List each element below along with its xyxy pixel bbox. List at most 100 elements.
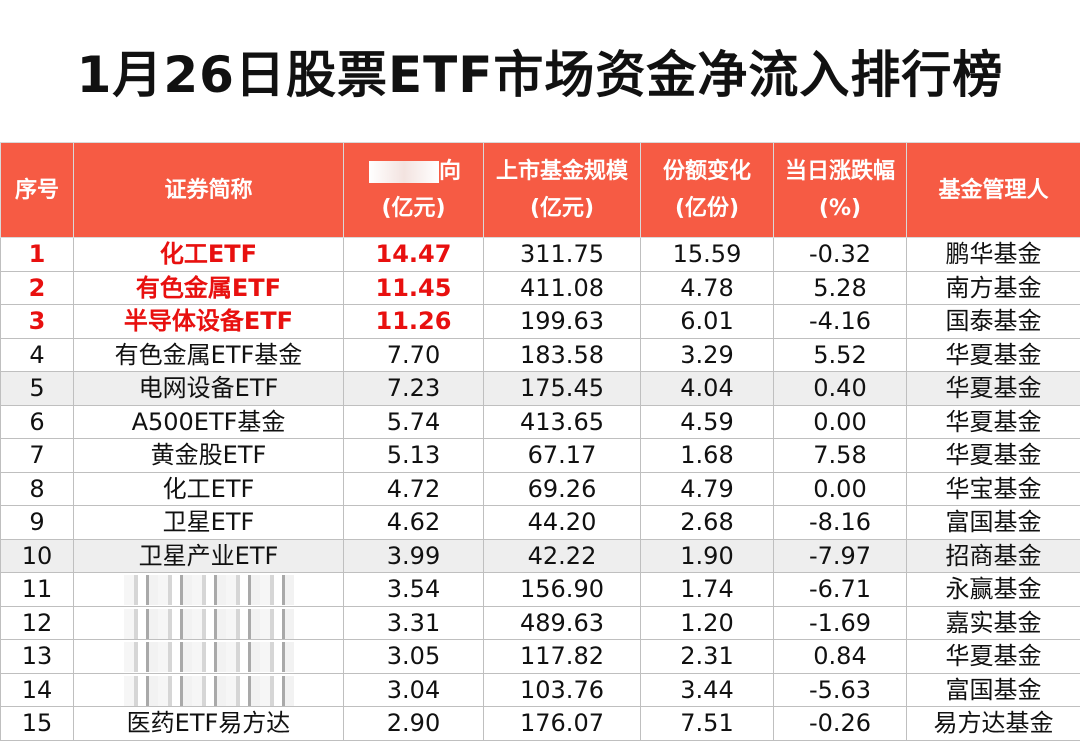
cell-change: -5.63 xyxy=(773,672,907,707)
cell-name xyxy=(73,672,344,707)
cell-change: 0.00 xyxy=(773,404,907,439)
cell-inflow: 11.45 xyxy=(343,270,484,305)
table-row: 6 A500ETF基金 5.74 413.65 4.59 0.00 华夏基金 xyxy=(0,404,1080,439)
cell-inflow: 4.72 xyxy=(343,471,484,506)
cell-share: 4.59 xyxy=(640,404,774,439)
cell-rank: 6 xyxy=(0,404,74,439)
cell-manager: 国泰基金 xyxy=(906,304,1080,339)
cell-change: -7.97 xyxy=(773,538,907,573)
cell-scale: 156.90 xyxy=(483,572,641,607)
cell-inflow: 14.47 xyxy=(343,237,484,272)
cell-scale: 69.26 xyxy=(483,471,641,506)
cell-inflow: 3.31 xyxy=(343,605,484,640)
table-row: 14 3.04 103.76 3.44 -5.63 富国基金 xyxy=(0,672,1080,707)
cell-manager: 华夏基金 xyxy=(906,337,1080,372)
cell-scale: 489.63 xyxy=(483,605,641,640)
table-body: 1 化工ETF 14.47 311.75 15.59 -0.32 鹏华基金 2 有色金属ETF 1… xyxy=(0,237,1080,741)
cell-name: A500ETF基金 xyxy=(73,404,344,439)
cell-rank: 2 xyxy=(0,270,74,305)
cell-rank: 5 xyxy=(0,371,74,406)
table-row: 10 卫星产业ETF 3.99 42.22 1.90 -7.97 招商基金 xyxy=(0,538,1080,573)
cell-scale: 44.20 xyxy=(483,505,641,540)
cell-share: 7.51 xyxy=(640,706,774,741)
cell-rank: 9 xyxy=(0,505,74,540)
cell-inflow: 7.70 xyxy=(343,337,484,372)
cell-name xyxy=(73,572,344,607)
table-row: 9 卫星ETF 4.62 44.20 2.68 -8.16 富国基金 xyxy=(0,505,1080,540)
cell-share: 1.74 xyxy=(640,572,774,607)
cell-scale: 411.08 xyxy=(483,270,641,305)
cell-scale: 176.07 xyxy=(483,706,641,741)
cell-change: -6.71 xyxy=(773,572,907,607)
cell-inflow: 3.05 xyxy=(343,639,484,674)
cell-inflow: 2.90 xyxy=(343,706,484,741)
table-row: 4 有色金属ETF基金 7.70 183.58 3.29 5.52 华夏基金 xyxy=(0,337,1080,372)
cell-name xyxy=(73,605,344,640)
cell-name: 卫星ETF xyxy=(73,505,344,540)
cell-change: 7.58 xyxy=(773,438,907,473)
cell-rank: 10 xyxy=(0,538,74,573)
cell-name: 卫星产业ETF xyxy=(73,538,344,573)
table-row: 1 化工ETF 14.47 311.75 15.59 -0.32 鹏华基金 xyxy=(0,237,1080,272)
cell-share: 4.04 xyxy=(640,371,774,406)
cell-rank: 14 xyxy=(0,672,74,707)
cell-rank: 8 xyxy=(0,471,74,506)
cell-name: 化工ETF xyxy=(73,471,344,506)
table-row: 8 化工ETF 4.72 69.26 4.79 0.00 华宝基金 xyxy=(0,471,1080,506)
header-share-change: 份额变化 (亿份) xyxy=(640,142,774,238)
redacted-name xyxy=(123,575,294,606)
cell-share: 1.20 xyxy=(640,605,774,640)
cell-manager: 鹏华基金 xyxy=(906,237,1080,272)
cell-manager: 富国基金 xyxy=(906,672,1080,707)
cell-share: 3.29 xyxy=(640,337,774,372)
redacted-name xyxy=(123,642,294,673)
cell-manager: 嘉实基金 xyxy=(906,605,1080,640)
cell-change: -8.16 xyxy=(773,505,907,540)
cell-share: 2.68 xyxy=(640,505,774,540)
cell-inflow: 5.13 xyxy=(343,438,484,473)
cell-change: 0.40 xyxy=(773,371,907,406)
cell-inflow: 5.74 xyxy=(343,404,484,439)
table-row: 11 3.54 156.90 1.74 -6.71 永赢基金 xyxy=(0,572,1080,607)
cell-name: 有色金属ETF xyxy=(73,270,344,305)
cell-share: 6.01 xyxy=(640,304,774,339)
cell-inflow: 11.26 xyxy=(343,304,484,339)
cell-manager: 富国基金 xyxy=(906,505,1080,540)
cell-scale: 42.22 xyxy=(483,538,641,573)
cell-manager: 永赢基金 xyxy=(906,572,1080,607)
table-row: 2 有色金属ETF 11.45 411.08 4.78 5.28 南方基金 xyxy=(0,270,1080,305)
cell-manager: 华夏基金 xyxy=(906,371,1080,406)
cell-change: 0.84 xyxy=(773,639,907,674)
cell-manager: 南方基金 xyxy=(906,270,1080,305)
table-row: 12 3.31 489.63 1.20 -1.69 嘉实基金 xyxy=(0,605,1080,640)
redacted-name xyxy=(123,608,294,639)
header-manager: 基金管理人 xyxy=(906,142,1080,238)
cell-rank: 1 xyxy=(0,237,74,272)
cell-rank: 7 xyxy=(0,438,74,473)
cell-change: -0.32 xyxy=(773,237,907,272)
cell-inflow: 3.99 xyxy=(343,538,484,573)
cell-scale: 67.17 xyxy=(483,438,641,473)
header-scale: 上市基金规模 (亿元) xyxy=(483,142,641,238)
cell-name: 医药ETF易方达 xyxy=(73,706,344,741)
cell-manager: 华夏基金 xyxy=(906,438,1080,473)
cell-inflow: 4.62 xyxy=(343,505,484,540)
cell-share: 1.90 xyxy=(640,538,774,573)
cell-scale: 183.58 xyxy=(483,337,641,372)
cell-name: 化工ETF xyxy=(73,237,344,272)
cell-change: 0.00 xyxy=(773,471,907,506)
cell-share: 3.44 xyxy=(640,672,774,707)
cell-manager: 易方达基金 xyxy=(906,706,1080,741)
cell-inflow: 3.04 xyxy=(343,672,484,707)
cell-name: 电网设备ETF xyxy=(73,371,344,406)
cell-manager: 招商基金 xyxy=(906,538,1080,573)
etf-ranking-table: 序号 证券简称 向 (亿元) 上市基金规模 (亿元) 份额变化 (亿份) 当日涨跌幅… xyxy=(0,142,1080,741)
cell-share: 15.59 xyxy=(640,237,774,272)
cell-rank: 11 xyxy=(0,572,74,607)
cell-manager: 华夏基金 xyxy=(906,639,1080,674)
cell-rank: 3 xyxy=(0,304,74,339)
cell-manager: 华宝基金 xyxy=(906,471,1080,506)
cell-change: -0.26 xyxy=(773,706,907,741)
cell-name: 半导体设备ETF xyxy=(73,304,344,339)
